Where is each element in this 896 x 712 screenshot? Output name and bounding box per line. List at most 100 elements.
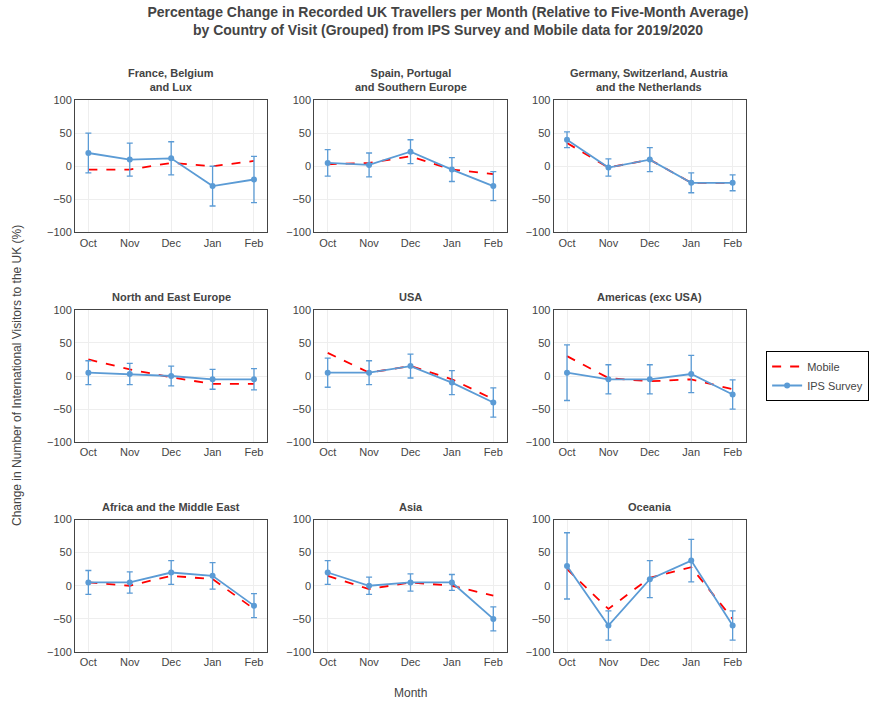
svg-text:−100: −100 [47, 226, 72, 238]
svg-text:IPS Survey: IPS Survey [807, 380, 863, 392]
svg-text:Oct: Oct [80, 237, 97, 249]
svg-text:Feb: Feb [723, 237, 742, 249]
svg-text:100: 100 [293, 513, 311, 525]
svg-text:Americas (exc USA): Americas (exc USA) [597, 291, 702, 303]
svg-text:Oct: Oct [558, 237, 575, 249]
svg-text:100: 100 [53, 513, 71, 525]
svg-text:Africa and the Middle East: Africa and the Middle East [102, 501, 240, 513]
svg-text:Jan: Jan [204, 656, 222, 668]
svg-text:50: 50 [60, 127, 72, 139]
svg-text:50: 50 [299, 337, 311, 349]
svg-text:−100: −100 [47, 646, 72, 658]
svg-text:Nov: Nov [120, 656, 140, 668]
svg-text:−100: −100 [526, 226, 551, 238]
svg-text:Oct: Oct [319, 656, 336, 668]
svg-text:Feb: Feb [484, 446, 503, 458]
svg-text:Change in Number of Internatio: Change in Number of International Visito… [10, 225, 24, 526]
svg-text:−50: −50 [292, 613, 311, 625]
svg-text:0: 0 [66, 370, 72, 382]
svg-text:Mobile: Mobile [807, 361, 839, 373]
svg-text:North and East Europe: North and East Europe [112, 291, 231, 303]
svg-text:Oct: Oct [558, 656, 575, 668]
svg-text:Nov: Nov [120, 446, 140, 458]
svg-text:Nov: Nov [599, 446, 619, 458]
svg-text:50: 50 [538, 337, 550, 349]
svg-text:Feb: Feb [723, 446, 742, 458]
svg-text:0: 0 [305, 160, 311, 172]
svg-text:Oct: Oct [319, 237, 336, 249]
svg-text:−50: −50 [292, 403, 311, 415]
svg-text:Oct: Oct [558, 446, 575, 458]
svg-text:Jan: Jan [204, 446, 222, 458]
svg-text:Dec: Dec [640, 237, 660, 249]
svg-text:0: 0 [305, 580, 311, 592]
svg-text:−100: −100 [286, 436, 311, 448]
svg-text:Nov: Nov [359, 446, 379, 458]
svg-text:Feb: Feb [484, 237, 503, 249]
svg-text:0: 0 [66, 580, 72, 592]
svg-text:Oct: Oct [80, 446, 97, 458]
svg-text:Feb: Feb [723, 656, 742, 668]
svg-text:−100: −100 [47, 436, 72, 448]
svg-text:Nov: Nov [359, 237, 379, 249]
svg-text:Dec: Dec [401, 656, 421, 668]
svg-text:France, Belgiumand Lux: France, Belgiumand Lux [128, 67, 214, 93]
svg-text:Jan: Jan [443, 446, 461, 458]
svg-text:50: 50 [299, 546, 311, 558]
svg-text:Feb: Feb [245, 446, 264, 458]
svg-text:−100: −100 [526, 436, 551, 448]
svg-text:0: 0 [305, 370, 311, 382]
svg-text:Dec: Dec [640, 656, 660, 668]
svg-text:Dec: Dec [401, 237, 421, 249]
svg-text:50: 50 [538, 546, 550, 558]
svg-text:Feb: Feb [245, 237, 264, 249]
svg-text:Spain, Portugaland Southern Eu: Spain, Portugaland Southern Europe [355, 67, 467, 93]
svg-text:Percentage Change in Recorded: Percentage Change in Recorded UK Travell… [147, 4, 748, 38]
svg-text:−50: −50 [53, 193, 72, 205]
svg-text:Month: Month [394, 686, 427, 700]
svg-text:Jan: Jan [443, 237, 461, 249]
svg-text:−100: −100 [526, 646, 551, 658]
svg-text:−100: −100 [286, 646, 311, 658]
svg-text:Germany, Switzerland, Austriaa: Germany, Switzerland, Austriaand the Net… [570, 67, 729, 93]
svg-text:Oct: Oct [80, 656, 97, 668]
svg-text:100: 100 [293, 304, 311, 316]
svg-text:0: 0 [66, 160, 72, 172]
svg-text:−50: −50 [53, 403, 72, 415]
svg-text:50: 50 [538, 127, 550, 139]
svg-text:Dec: Dec [161, 446, 181, 458]
svg-text:−50: −50 [532, 193, 551, 205]
svg-text:Dec: Dec [161, 656, 181, 668]
svg-text:Dec: Dec [401, 446, 421, 458]
svg-text:100: 100 [532, 513, 550, 525]
svg-text:Jan: Jan [443, 656, 461, 668]
svg-text:Nov: Nov [599, 656, 619, 668]
svg-text:100: 100 [532, 304, 550, 316]
svg-text:Asia: Asia [399, 501, 423, 513]
svg-text:50: 50 [60, 546, 72, 558]
svg-text:0: 0 [544, 580, 550, 592]
svg-text:100: 100 [53, 304, 71, 316]
svg-text:USA: USA [399, 291, 422, 303]
svg-text:100: 100 [293, 94, 311, 106]
svg-text:100: 100 [532, 94, 550, 106]
svg-text:Jan: Jan [682, 237, 700, 249]
svg-text:−100: −100 [286, 226, 311, 238]
svg-text:−50: −50 [532, 613, 551, 625]
svg-text:−50: −50 [53, 613, 72, 625]
svg-text:50: 50 [60, 337, 72, 349]
svg-text:100: 100 [53, 94, 71, 106]
svg-text:Dec: Dec [640, 446, 660, 458]
svg-text:Nov: Nov [599, 237, 619, 249]
svg-text:Jan: Jan [682, 656, 700, 668]
svg-text:−50: −50 [532, 403, 551, 415]
svg-text:Feb: Feb [484, 656, 503, 668]
svg-text:0: 0 [544, 160, 550, 172]
svg-text:−50: −50 [292, 193, 311, 205]
svg-text:Oceania: Oceania [628, 501, 672, 513]
svg-text:Jan: Jan [682, 446, 700, 458]
svg-text:Feb: Feb [245, 656, 264, 668]
svg-text:50: 50 [299, 127, 311, 139]
svg-text:Nov: Nov [359, 656, 379, 668]
svg-text:Oct: Oct [319, 446, 336, 458]
